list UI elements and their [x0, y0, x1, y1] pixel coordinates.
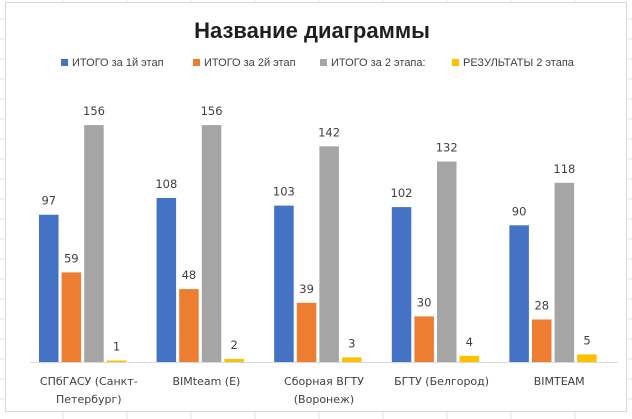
plot-area[interactable]: 97 59 156 1 108 48 156 2 103 39 142 3 102 30 132 4 90 28 1…: [39, 104, 597, 362]
bar[interactable]: [84, 125, 104, 362]
data-label: 90: [512, 204, 527, 218]
bar[interactable]: [437, 161, 457, 363]
bar[interactable]: [61, 272, 82, 362]
bar[interactable]: [509, 225, 529, 362]
x-tick-label: Петербург): [56, 393, 122, 406]
legend-label: РЕЗУЛЬТАТЫ 2 этапа: [463, 57, 575, 69]
data-label: 97: [41, 194, 56, 208]
data-label: 30: [417, 295, 432, 309]
data-label: 48: [182, 268, 197, 282]
data-label: 142: [318, 125, 340, 139]
bar[interactable]: [414, 316, 434, 362]
data-label: 5: [583, 333, 590, 347]
data-label: 59: [64, 251, 79, 265]
data-label: 1: [113, 340, 120, 354]
bar[interactable]: [274, 205, 294, 362]
legend-swatch: [193, 59, 200, 66]
data-label: 132: [436, 141, 458, 155]
data-label: 108: [155, 177, 177, 191]
bar[interactable]: [391, 207, 412, 362]
bar[interactable]: [106, 360, 127, 363]
bar[interactable]: [342, 357, 362, 362]
bar[interactable]: [577, 354, 597, 362]
data-label: 3: [348, 336, 355, 350]
legend-label: ИТОГО за 2 этапа:: [331, 57, 426, 69]
bar[interactable]: [179, 289, 199, 362]
bar[interactable]: [156, 198, 177, 362]
x-tick-label: BIMTEAM: [534, 375, 585, 388]
chart-canvas: Название диаграммы ИТОГО за 1й этап ИТОГО…: [30, 18, 618, 406]
data-label: 103: [273, 185, 295, 199]
x-tick-label: БГТУ (Белгород): [394, 375, 489, 388]
bar[interactable]: [201, 125, 222, 362]
data-label: 118: [553, 162, 575, 176]
data-label: 28: [534, 299, 549, 313]
x-tick-label: (Воронеж): [294, 393, 354, 406]
bar[interactable]: [319, 146, 339, 362]
bar[interactable]: [554, 182, 575, 362]
x-tick-label: СПбГАСУ (Санкт-: [40, 375, 138, 388]
bar[interactable]: [532, 319, 552, 363]
data-label: 156: [201, 104, 223, 118]
bar[interactable]: [39, 214, 59, 362]
data-label: 102: [391, 186, 413, 200]
data-label: 2: [231, 338, 238, 352]
bar[interactable]: [296, 302, 317, 362]
legend-label: ИТОГО за 1й этап: [72, 57, 164, 69]
bar[interactable]: [224, 359, 244, 362]
data-label: 156: [83, 104, 105, 118]
legend-swatch: [452, 59, 459, 66]
legend[interactable]: ИТОГО за 1й этап ИТОГО за 2й этап ИТОГО за…: [61, 57, 575, 69]
bar[interactable]: [459, 355, 480, 362]
data-label: 4: [466, 335, 473, 349]
legend-swatch: [320, 59, 327, 66]
legend-swatch: [61, 59, 68, 66]
chart-title[interactable]: Название диаграммы: [194, 18, 430, 43]
legend-label: ИТОГО за 2й этап: [204, 57, 296, 69]
x-tick-label: BIMteam (Е): [172, 375, 240, 388]
data-label: 39: [299, 282, 314, 296]
chart-area[interactable]: Название диаграммы ИТОГО за 1й этап ИТОГО…: [5, 2, 627, 412]
x-tick-label: Сборная ВГТУ: [284, 375, 364, 388]
x-axis: СПбГАСУ (Санкт- Петербург) BIMteam (Е) Сбор…: [30, 362, 618, 406]
